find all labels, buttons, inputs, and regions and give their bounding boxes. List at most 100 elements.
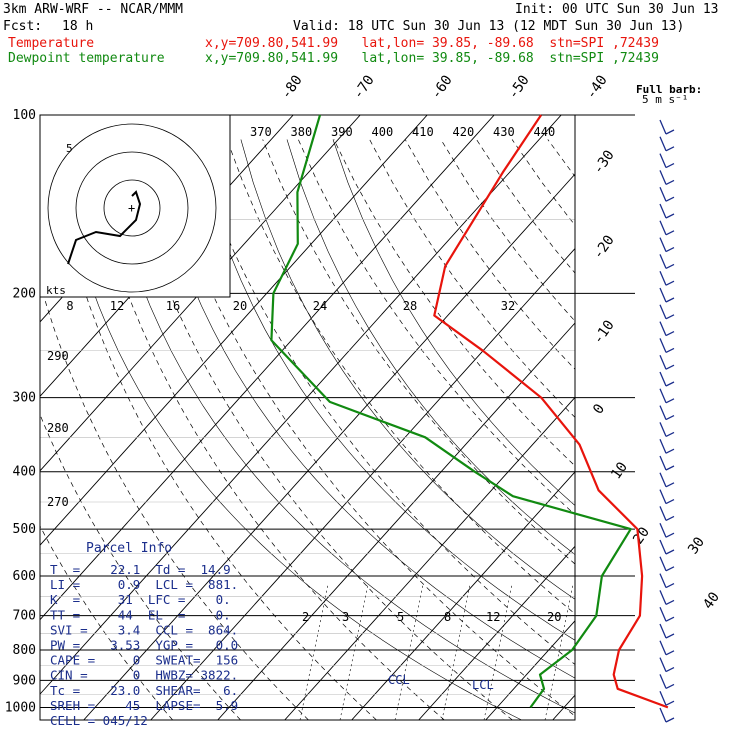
mixing-ratio-line xyxy=(441,584,471,720)
isotherm-label: -10 xyxy=(590,317,618,347)
init-time: Init: 00 UTC Sun 30 Jun 13 xyxy=(515,2,719,17)
moist-adiabat xyxy=(332,139,575,506)
parcel-info-row: SVI = 3.4 CCL = 864. xyxy=(50,622,238,637)
wind-barb xyxy=(659,438,675,454)
dry-adiabat xyxy=(619,140,740,721)
isotherm xyxy=(40,115,361,472)
barb-flag xyxy=(665,465,675,471)
barb-shaft xyxy=(659,573,667,588)
wind-barb xyxy=(659,287,675,303)
hodograph xyxy=(39,114,231,298)
barb-flag xyxy=(665,415,675,421)
parcel-info-title: Parcel Info xyxy=(86,541,172,556)
hodograph-trace xyxy=(67,190,142,265)
barb-shaft xyxy=(659,186,667,202)
dry-adiabat xyxy=(262,139,575,565)
theta-label: 270 xyxy=(47,495,69,509)
isotherm-label: 0 xyxy=(590,401,608,417)
hodograph-speed-label: 28 xyxy=(403,299,417,313)
mixing-ratio-line xyxy=(339,584,369,720)
parcel-info-row: LI = 0.9 LCL = 881. xyxy=(50,577,238,592)
barb-shaft xyxy=(659,690,667,706)
barb-flag xyxy=(665,263,675,269)
barb-flag xyxy=(665,515,675,521)
isotherm-label: 30 xyxy=(685,534,708,557)
ccl-label: CCL xyxy=(388,673,410,687)
temperature-profile xyxy=(433,114,669,709)
barb-flag xyxy=(665,381,675,387)
dry-adiabat xyxy=(547,139,575,178)
plot-frame xyxy=(39,114,576,721)
barb-shaft xyxy=(659,472,667,488)
barb-flag xyxy=(665,549,675,555)
barb-flag xyxy=(665,599,675,605)
barb-flag xyxy=(665,717,675,723)
model-title: 3km ARW-WRF -- NCAR/MMM xyxy=(3,2,184,17)
wind-barb xyxy=(659,606,675,622)
moist-adiabat xyxy=(102,139,575,714)
barb-flag xyxy=(665,347,675,353)
dry-adiabat xyxy=(583,140,740,721)
barb-flag xyxy=(665,331,675,337)
dewpoint-station-info: x,y=709.80,541.99 lat,lon= 39.85, -89.68… xyxy=(205,51,659,66)
barb-shaft xyxy=(659,388,667,404)
wind-barb xyxy=(659,590,675,605)
parcel-info-row: CELL = 045/12 xyxy=(50,713,148,728)
parcel-info-row: Tc = 23.0 SHEAR= 6. xyxy=(50,683,238,698)
wind-barb xyxy=(659,489,675,505)
barb-flag xyxy=(665,532,675,538)
hodograph-ring xyxy=(47,123,217,293)
barb-shaft xyxy=(659,640,667,656)
barb-shaft xyxy=(659,438,667,454)
isotherm-label: -70 xyxy=(350,72,378,102)
barb-shaft xyxy=(659,422,667,437)
isotherm-label: 10 xyxy=(608,459,631,482)
barb-flag xyxy=(665,297,675,303)
barb-shaft xyxy=(659,321,667,336)
barb-shaft xyxy=(659,455,667,471)
barb-shaft xyxy=(659,506,667,521)
parcel-info-row: PW = 3.53 YGP = 0.0 xyxy=(50,638,238,653)
barb-shaft xyxy=(659,657,667,672)
parcel-info-row: CIN = 0 HWBZ= 3822. xyxy=(50,668,238,683)
barb-flag xyxy=(665,146,675,152)
wind-barb xyxy=(659,119,675,135)
barb-shaft xyxy=(659,539,667,555)
dry-adiabat xyxy=(40,281,309,720)
barb-flag xyxy=(665,364,675,370)
barb-shaft xyxy=(659,338,667,353)
wind-barb xyxy=(659,321,675,337)
isotherm-label: -80 xyxy=(278,72,306,102)
barb-flag xyxy=(665,700,675,706)
barb-shaft xyxy=(659,522,667,538)
pressure-label: 700 xyxy=(13,609,36,624)
dry-adiabat xyxy=(40,413,241,720)
mixing-ratio-label: 20 xyxy=(547,610,561,624)
hodograph-units: kts xyxy=(46,284,66,297)
wind-barb xyxy=(659,573,675,589)
mixing-ratio-label: 2 xyxy=(302,610,309,624)
barb-shaft xyxy=(659,354,667,370)
theta-e-label: 390 xyxy=(331,125,353,139)
pressure-label: 200 xyxy=(13,286,36,301)
mixing-ratio-line xyxy=(299,584,329,720)
parcel-info-row: CAPE = 0 SWEAT= 156 xyxy=(50,653,238,668)
barb-flag xyxy=(665,398,675,404)
barb-flag xyxy=(665,314,675,320)
parcel-info-row: SREH = 45 LAPSE= 5.9 xyxy=(50,698,238,713)
barb-flag xyxy=(665,482,675,488)
hodograph-speed-label: 24 xyxy=(313,299,327,313)
dry-adiabat xyxy=(119,139,513,720)
hodograph-ring-label: 5 xyxy=(66,142,73,155)
barb-flag xyxy=(665,583,675,589)
mixing-ratio-label: 3 xyxy=(342,610,349,624)
theta-label: 290 xyxy=(47,349,69,363)
moist-adiabat xyxy=(286,139,575,555)
pressure-label: 500 xyxy=(13,522,36,537)
theta-e-label: 410 xyxy=(412,125,434,139)
theta-e-label: 380 xyxy=(291,125,313,139)
hodograph-center: + xyxy=(128,201,135,215)
barb-flag xyxy=(665,431,675,437)
wind-barb xyxy=(659,640,675,656)
isotherm xyxy=(83,173,575,720)
